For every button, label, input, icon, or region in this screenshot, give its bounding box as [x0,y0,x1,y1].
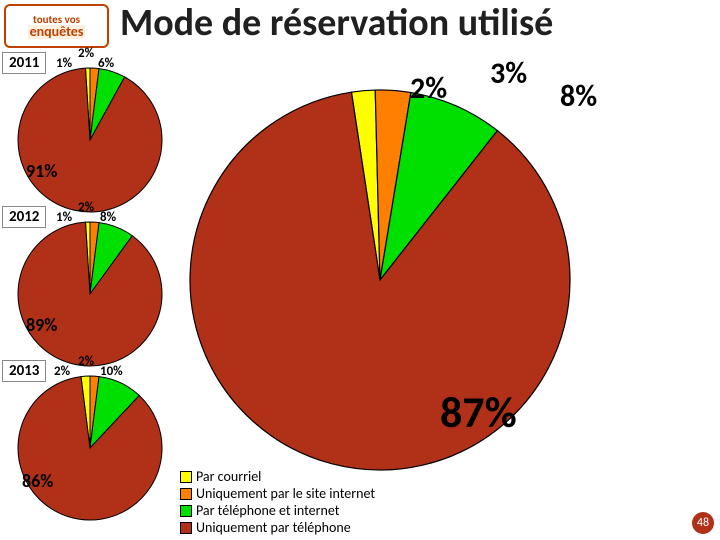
pie-slice-label: 2% [78,200,94,215]
pie-slice-label: 1% [56,210,72,225]
legend-swatch [180,471,192,483]
pie-slice-label: 86% [22,470,53,492]
legend-item: Par téléphone et internet [180,502,380,519]
pie-slice-label: 10% [100,364,123,379]
pie-slice-label: 8% [560,78,597,115]
legend-swatch [180,488,192,500]
pie-slice-label: 3% [490,55,527,92]
legend-item: Uniquement par téléphone [180,519,500,536]
pie-slice-label: 2% [54,364,70,379]
legend-label: Par courriel [196,468,261,485]
legend: Par courrielUniquement par le site inter… [180,468,710,536]
year-badge: 2013 [2,360,46,382]
legend-swatch [180,505,192,517]
year-badge: 2012 [2,206,46,228]
small-pie-2011: 20111%2%6%91% [0,50,180,210]
pie-slice-label: 2% [410,70,447,107]
small-pie-2013: 20132%2%10%86% [0,358,180,518]
legend-item: Uniquement par le site internet [180,485,500,502]
pie-slice-label: 1% [56,56,72,71]
legend-item: Par courriel [180,468,380,485]
pie-slice-label: 87% [440,385,517,439]
pie-slice-label: 6% [98,56,114,71]
legend-label: Uniquement par le site internet [196,485,375,502]
pie-slice-label: 89% [26,314,57,336]
legend-label: Par téléphone et internet [196,502,339,519]
year-badge: 2011 [2,52,46,74]
small-pie-2012: 20121%2%8%89% [0,204,180,364]
pie-slice-label: 8% [100,210,116,225]
pie-slice-label: 2% [78,354,94,369]
pie-slice-label: 91% [26,160,57,182]
pie-slice-label: 2% [78,46,94,61]
slide-number: 48 [692,512,714,534]
legend-label: Uniquement par téléphone [196,519,351,536]
legend-swatch [180,522,192,534]
